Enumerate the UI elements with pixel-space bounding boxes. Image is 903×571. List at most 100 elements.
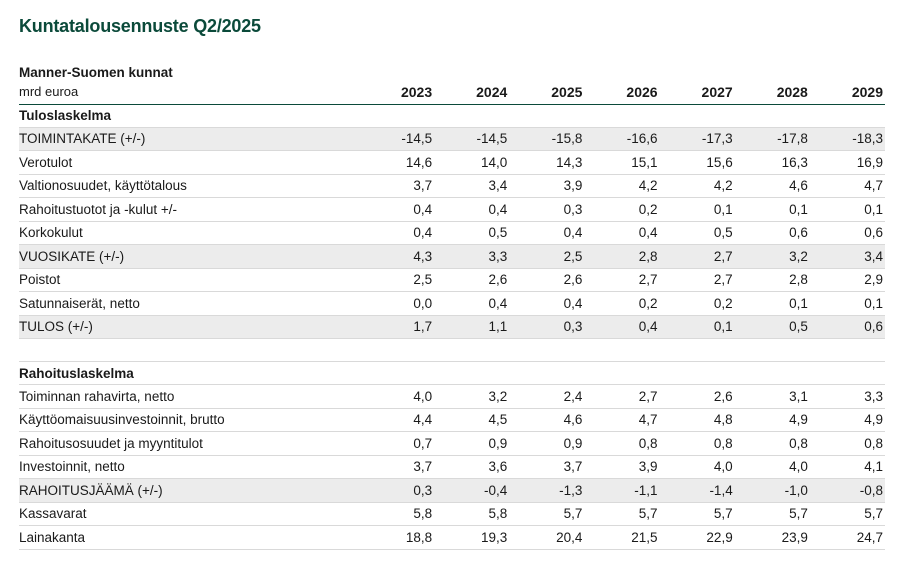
value-cell: -17,3 <box>659 127 735 151</box>
row-label: Poistot <box>19 268 359 292</box>
value-cell: 1,7 <box>359 315 435 339</box>
forecast-table: Manner-Suomen kunnat mrd euroa 2023 2024… <box>19 60 885 550</box>
value-cell: -1,3 <box>509 478 585 503</box>
value-cell: 0,4 <box>434 197 510 222</box>
value-cell: 0,2 <box>584 197 660 222</box>
value-cell: -15,8 <box>509 127 585 151</box>
value-cell: 16,3 <box>734 150 810 175</box>
value-cell: 0,6 <box>734 221 810 245</box>
value-cell: 3,4 <box>434 174 510 198</box>
value-cell: 2,7 <box>584 268 660 292</box>
value-cell: 5,7 <box>509 502 585 526</box>
value-cell: 4,2 <box>659 174 735 198</box>
value-cell: -16,6 <box>584 127 660 151</box>
table-row: Lainakanta 18,8 19,3 20,4 21,5 22,9 23,9 24,7 <box>19 525 885 550</box>
table-row: Investoinnit, netto 3,7 3,6 3,7 3,9 4,0 4,0 4,1 <box>19 455 885 479</box>
value-cell: 0,3 <box>509 315 585 339</box>
value-cell: 0,4 <box>434 291 510 316</box>
value-cell: 0,3 <box>359 478 435 503</box>
value-cell: -14,5 <box>434 127 510 151</box>
row-label: Kassavarat <box>19 502 359 526</box>
table-row: Käyttöomaisuusinvestoinnit, brutto 4,4 4,5… <box>19 408 885 432</box>
value-cell: 3,7 <box>509 455 585 479</box>
value-cell: 24,7 <box>809 525 885 550</box>
row-label: Toiminnan rahavirta, netto <box>19 384 359 409</box>
value-cell: 4,0 <box>359 384 435 409</box>
value-cell: 0,4 <box>584 315 660 339</box>
value-cell: 3,6 <box>434 455 510 479</box>
year-header: 2025 <box>509 80 585 105</box>
section-heading: Tuloslaskelma <box>19 104 359 128</box>
value-cell: -0,8 <box>809 478 885 503</box>
value-cell: 4,0 <box>734 455 810 479</box>
year-header: 2028 <box>734 80 810 105</box>
row-label: Käyttöomaisuusinvestoinnit, brutto <box>19 408 359 432</box>
value-cell: 0,7 <box>359 431 435 456</box>
value-cell: 19,3 <box>434 525 510 550</box>
value-cell: 2,8 <box>734 268 810 292</box>
value-cell: 0,8 <box>809 431 885 456</box>
value-cell: 2,6 <box>659 384 735 409</box>
table-row: Poistot 2,5 2,6 2,6 2,7 2,7 2,8 2,9 <box>19 268 885 292</box>
value-cell: 0,1 <box>734 197 810 222</box>
row-label: Valtionosuudet, käyttötalous <box>19 174 359 198</box>
value-cell: 0,1 <box>809 197 885 222</box>
value-cell: 4,6 <box>509 408 585 432</box>
value-cell: 5,7 <box>659 502 735 526</box>
value-cell: 4,9 <box>734 408 810 432</box>
value-cell: 5,7 <box>584 502 660 526</box>
page-title: Kuntatalousennuste Q2/2025 <box>19 16 261 36</box>
value-cell: -0,4 <box>434 478 510 503</box>
value-cell: 0,4 <box>509 291 585 316</box>
section-heading: Rahoituslaskelma <box>19 361 359 385</box>
value-cell: 14,0 <box>434 150 510 175</box>
row-label: VUOSIKATE (+/-) <box>19 244 359 269</box>
value-cell: 0,1 <box>809 291 885 316</box>
table-row: TOIMINTAKATE (+/-) -14,5 -14,5 -15,8 -16,6 -1… <box>19 127 885 151</box>
value-cell: 3,3 <box>809 384 885 409</box>
value-cell: 15,6 <box>659 150 735 175</box>
table-row: Valtionosuudet, käyttötalous 3,7 3,4 3,9 4,2… <box>19 174 885 198</box>
value-cell: 2,6 <box>509 268 585 292</box>
value-cell: 0,1 <box>659 197 735 222</box>
row-label: TULOS (+/-) <box>19 315 359 339</box>
value-cell: 22,9 <box>659 525 735 550</box>
value-cell: 2,9 <box>809 268 885 292</box>
value-cell: 2,7 <box>659 268 735 292</box>
value-cell: 2,4 <box>509 384 585 409</box>
year-header: 2023 <box>359 80 435 105</box>
value-cell: 0,5 <box>659 221 735 245</box>
value-cell: 18,8 <box>359 525 435 550</box>
value-cell: -1,1 <box>584 478 660 503</box>
value-cell: 3,9 <box>509 174 585 198</box>
table-row: Rahoitusosuudet ja myyntitulot 0,7 0,9 0,9 0… <box>19 431 885 456</box>
table-row: Satunnaiserät, netto 0,0 0,4 0,4 0,2 0,2 0,1 0,… <box>19 291 885 316</box>
value-cell: 5,7 <box>734 502 810 526</box>
row-label: Investoinnit, netto <box>19 455 359 479</box>
table-row: Korkokulut 0,4 0,5 0,4 0,4 0,5 0,6 0,6 <box>19 221 885 245</box>
table-row: TULOS (+/-) 1,7 1,1 0,3 0,4 0,1 0,5 0,6 <box>19 315 885 339</box>
value-cell: -17,8 <box>734 127 810 151</box>
value-cell: 2,7 <box>584 384 660 409</box>
value-cell: 4,7 <box>809 174 885 198</box>
value-cell: 4,1 <box>809 455 885 479</box>
year-header-row: mrd euroa 2023 2024 2025 2026 2027 2028 … <box>19 80 885 105</box>
value-cell: 0,1 <box>659 315 735 339</box>
value-cell: 5,8 <box>359 502 435 526</box>
value-cell: 0,0 <box>359 291 435 316</box>
year-header: 2024 <box>434 80 510 105</box>
value-cell: 14,6 <box>359 150 435 175</box>
value-cell: 3,2 <box>734 244 810 269</box>
value-cell: 23,9 <box>734 525 810 550</box>
row-label: Rahoitustuotot ja -kulut +/- <box>19 197 359 222</box>
value-cell: 4,2 <box>584 174 660 198</box>
row-label: Satunnaiserät, netto <box>19 291 359 316</box>
value-cell: 0,8 <box>659 431 735 456</box>
section-heading-row: Rahoituslaskelma <box>19 361 885 385</box>
value-cell: 14,3 <box>509 150 585 175</box>
value-cell: 0,3 <box>509 197 585 222</box>
value-cell: 3,2 <box>434 384 510 409</box>
value-cell: 4,6 <box>734 174 810 198</box>
table-row: Rahoitustuotot ja -kulut +/- 0,4 0,4 0,3 0,2… <box>19 197 885 222</box>
table-row: Kassavarat 5,8 5,8 5,7 5,7 5,7 5,7 5,7 <box>19 502 885 526</box>
